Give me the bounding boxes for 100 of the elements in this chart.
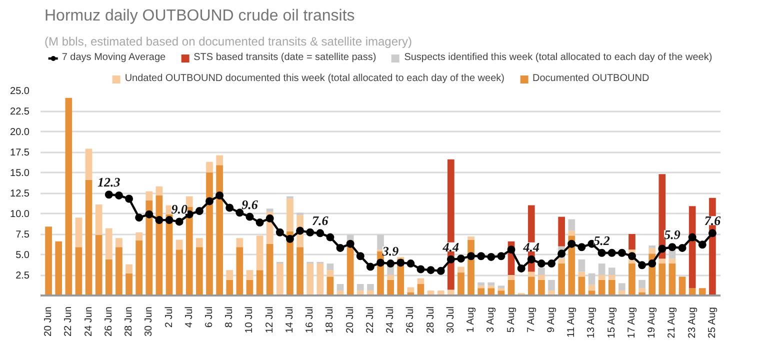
bar bbox=[668, 264, 676, 296]
x-tick-label: 22 Jul bbox=[364, 306, 376, 334]
x-tick-label: 24 Jul bbox=[385, 306, 396, 334]
x-tick-label: 26 Jun bbox=[103, 306, 114, 337]
bar bbox=[216, 155, 223, 166]
bar bbox=[488, 282, 495, 286]
x-tick-label: 30 Jul bbox=[445, 306, 456, 334]
data-label: 5.9 bbox=[664, 227, 681, 242]
bar bbox=[417, 278, 424, 284]
x-tick-label: 12 Jul bbox=[264, 306, 276, 334]
bar bbox=[296, 247, 304, 296]
bar bbox=[126, 273, 132, 296]
bar bbox=[508, 275, 515, 280]
y-tick-label: 5.0 bbox=[16, 250, 30, 261]
x-tick-label: 1 Aug bbox=[466, 307, 477, 333]
bar bbox=[638, 288, 646, 292]
bar bbox=[226, 280, 234, 296]
bar bbox=[678, 276, 686, 296]
legend-label: 7 days Moving Average bbox=[62, 52, 166, 63]
bar bbox=[387, 275, 394, 280]
x-tick-label: 9 Aug bbox=[546, 307, 558, 333]
bar bbox=[638, 280, 646, 288]
y-tick-label: 15.0 bbox=[10, 168, 30, 179]
bar bbox=[75, 247, 82, 296]
bar bbox=[256, 236, 264, 270]
bar bbox=[558, 216, 565, 246]
y-tick-label: 7.5 bbox=[16, 230, 30, 240]
bar bbox=[356, 284, 364, 291]
x-tick-label: 22 Jun bbox=[63, 306, 74, 337]
x-tick-label: 13 Aug bbox=[586, 307, 598, 338]
bar bbox=[648, 248, 656, 254]
bar bbox=[688, 288, 696, 296]
bar bbox=[538, 275, 545, 280]
x-tick-label: 24 Jun bbox=[83, 306, 94, 337]
data-label: 7.6 bbox=[312, 213, 329, 228]
x-tick-label: 3 Aug bbox=[486, 307, 497, 333]
bar bbox=[226, 270, 234, 280]
bar bbox=[578, 259, 586, 272]
bar bbox=[176, 250, 183, 296]
x-tick-label: 26 Jul bbox=[405, 306, 416, 334]
bar bbox=[256, 270, 264, 296]
bar bbox=[55, 241, 62, 296]
bar bbox=[286, 198, 294, 232]
x-tick-label: 16 Jul bbox=[304, 306, 316, 334]
bar bbox=[156, 186, 163, 196]
x-tick-label: 14 Jul bbox=[284, 306, 296, 334]
bar bbox=[85, 180, 92, 296]
bar bbox=[658, 258, 666, 264]
bar bbox=[266, 244, 274, 296]
bar bbox=[326, 264, 334, 270]
bar bbox=[628, 234, 636, 250]
data-label: 3.9 bbox=[381, 244, 400, 259]
bar bbox=[668, 258, 676, 264]
bar bbox=[608, 275, 616, 280]
bar bbox=[588, 284, 596, 291]
bar bbox=[608, 268, 616, 275]
bar bbox=[146, 191, 153, 200]
bar bbox=[236, 247, 244, 296]
bar bbox=[658, 264, 666, 296]
x-tick-label: 25 Aug bbox=[706, 307, 718, 338]
data-label: 12.3 bbox=[98, 174, 121, 190]
bar bbox=[558, 264, 565, 296]
data-label: 7.6 bbox=[704, 213, 722, 228]
bar bbox=[85, 148, 92, 180]
x-tick-label: 6 Jul bbox=[204, 306, 215, 328]
x-tick-label: 5 Aug bbox=[506, 307, 517, 333]
x-tick-label: 28 Jul bbox=[425, 306, 436, 334]
bar bbox=[478, 286, 485, 288]
y-tick-label: 10.0 bbox=[10, 209, 30, 220]
bar bbox=[266, 208, 274, 212]
bar bbox=[628, 264, 636, 296]
bar bbox=[246, 270, 254, 280]
bar bbox=[105, 259, 112, 296]
x-tick-label: 15 Aug bbox=[606, 307, 618, 338]
bar bbox=[186, 206, 193, 296]
x-tick-label: 21 Aug bbox=[666, 307, 678, 338]
x-tick-label: 7 Aug bbox=[526, 307, 537, 333]
bar bbox=[196, 238, 203, 248]
bar bbox=[698, 288, 706, 296]
bar bbox=[65, 98, 72, 296]
bar bbox=[468, 236, 474, 240]
x-tick-label: 10 Jul bbox=[244, 306, 256, 334]
bar bbox=[498, 288, 505, 291]
bar bbox=[387, 280, 394, 296]
x-tick-label: 20 Jun bbox=[43, 306, 54, 337]
bar bbox=[478, 288, 485, 296]
bar bbox=[598, 275, 606, 280]
y-tick-label: 12.5 bbox=[10, 188, 30, 200]
bar bbox=[578, 276, 586, 296]
bar bbox=[618, 283, 626, 291]
legend-label: Suspects identified this week (total allocated to each day of the week) bbox=[404, 52, 712, 63]
bar bbox=[326, 276, 334, 296]
y-tick-label: 22.5 bbox=[10, 106, 30, 118]
bar bbox=[498, 286, 505, 288]
chart-title: Hormuz daily OUTBOUND crude oil transits bbox=[44, 8, 355, 24]
bar bbox=[588, 273, 596, 285]
bar bbox=[688, 206, 696, 288]
bar bbox=[105, 228, 112, 260]
legend-label: Documented OUTBOUND bbox=[532, 73, 650, 84]
x-tick-label: 20 Jul bbox=[344, 306, 356, 334]
